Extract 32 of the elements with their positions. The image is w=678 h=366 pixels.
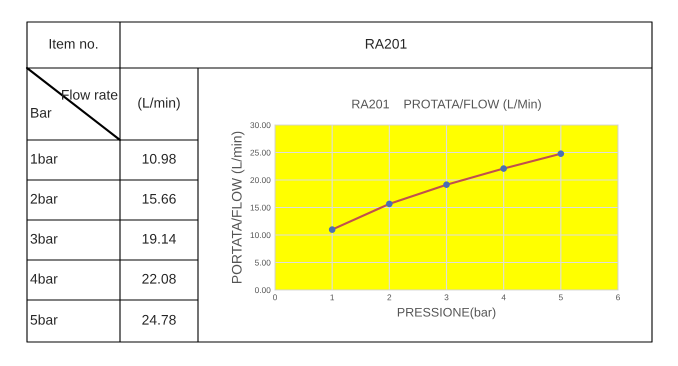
text: 5bar	[30, 314, 58, 325]
x-tick-label: 3	[444, 294, 448, 300]
chart-title: RA201 PROTATA/FLOW (L/Min)	[352, 99, 541, 111]
x-tick-label: 0	[273, 294, 277, 300]
text: Flow rate	[62, 90, 118, 100]
x-tick-label: 5	[558, 294, 563, 300]
y-tick-label: 5.00	[254, 260, 271, 266]
x-tick-label: 4	[502, 294, 506, 300]
text: Item no.	[50, 39, 98, 49]
y-tick-label: 30.00	[250, 122, 271, 128]
text: 15.66	[142, 194, 176, 204]
text: 4bar	[30, 274, 58, 284]
text: 10.98	[142, 154, 176, 164]
text: 24.78	[142, 314, 176, 325]
x-tick-label: 6	[616, 294, 620, 300]
text: RA201	[366, 38, 407, 49]
y-tick-label: 20.00	[250, 177, 271, 184]
text: Bar	[31, 108, 52, 118]
text: 19.14	[142, 234, 176, 244]
text: 2bar	[30, 194, 58, 204]
x-axis-title: PRESSIONE(bar)	[398, 307, 496, 320]
text: (L/min)	[138, 98, 180, 110]
x-tick-label: 2	[387, 294, 392, 300]
text: 1bar	[31, 154, 58, 164]
x-tick-label: 1	[330, 294, 334, 300]
y-tick-label: 0.00	[254, 287, 271, 294]
y-axis-title: PORTATA/FLOW (L/min)	[231, 132, 244, 284]
y-tick-label: 15.00	[250, 204, 271, 211]
text: 3bar	[30, 234, 58, 244]
y-tick-label: 25.00	[250, 150, 271, 156]
y-tick-label: 10.00	[250, 232, 271, 238]
text: 22.08	[142, 274, 176, 284]
